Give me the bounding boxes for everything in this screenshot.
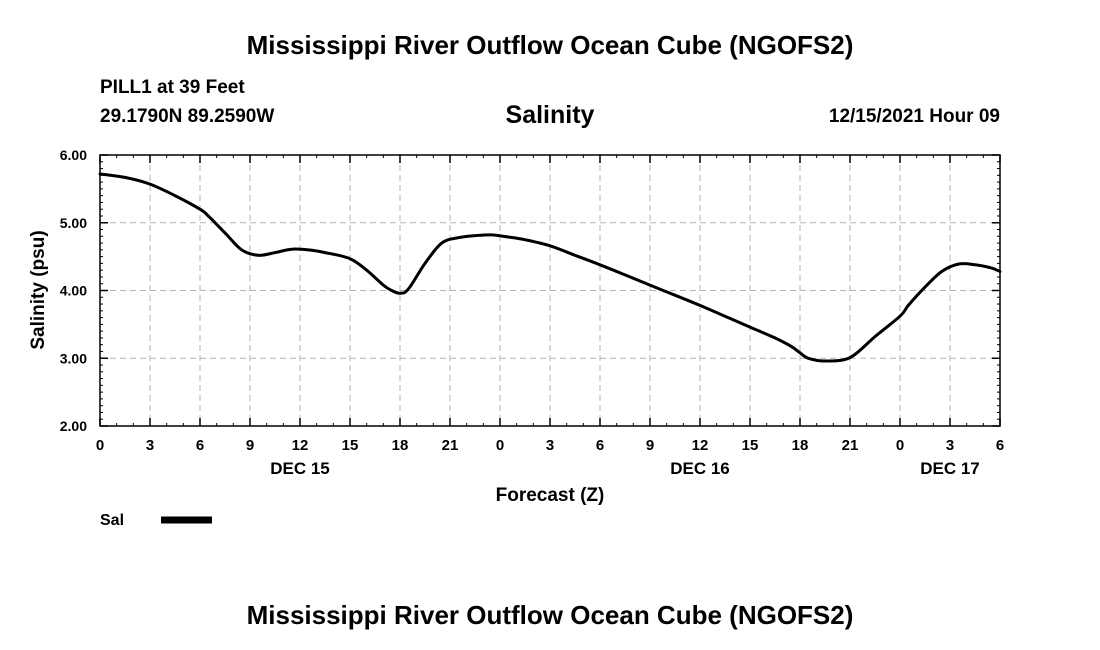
x-tick-label: 0 [496, 437, 504, 454]
variable-title: Salinity [505, 101, 595, 129]
date-labels: DEC 15 DEC 16 DEC 17 [270, 459, 980, 478]
station-label: PILL1 at 39 Feet [100, 77, 245, 98]
y-tick-labels: 2.00 3.00 4.00 5.00 6.00 [60, 147, 87, 434]
date-label: DEC 17 [920, 459, 980, 478]
x-tick-label: 3 [146, 437, 154, 454]
x-tick-label: 12 [292, 437, 309, 454]
forecast-datetime: 12/15/2021 Hour 09 [828, 106, 1000, 127]
x-tick-label: 0 [96, 437, 104, 454]
x-tick-label: 0 [896, 437, 904, 454]
station-coordinates: 29.1790N 89.2590W [100, 106, 275, 127]
x-tick-labels: 0 3 6 9 12 15 18 21 0 3 6 9 12 15 18 21 0 3 6 [96, 437, 1004, 454]
footer-title: Mississippi River Outflow Ocean Cube (NG… [246, 600, 854, 630]
y-tick-label: 6.00 [60, 147, 87, 163]
salinity-series-line [98, 172, 1002, 363]
x-tick-label: 3 [946, 437, 954, 454]
y-tick-label: 3.00 [60, 350, 87, 366]
x-tick-label: 3 [546, 437, 554, 454]
legend-label: Sal [100, 512, 124, 529]
x-tick-label: 9 [246, 437, 254, 454]
y-tick-label: 2.00 [60, 418, 87, 434]
x-axis-title: Forecast (Z) [496, 485, 605, 506]
date-label: DEC 15 [270, 459, 330, 478]
x-tick-label: 12 [692, 437, 709, 454]
plot-frame [99, 154, 1001, 427]
x-tick-label: 9 [646, 437, 654, 454]
date-label: DEC 16 [670, 459, 730, 478]
x-tick-label: 6 [996, 437, 1004, 454]
x-tick-label: 6 [196, 437, 204, 454]
x-tick-label: 6 [596, 437, 604, 454]
x-tick-label: 21 [842, 437, 859, 454]
x-tick-label: 18 [392, 437, 409, 454]
y-axis-title: Salinity (psu) [28, 230, 49, 349]
y-tick-label: 4.00 [60, 283, 87, 299]
grid-lines [100, 155, 1000, 426]
x-tick-label: 21 [442, 437, 459, 454]
x-tick-label: 18 [792, 437, 809, 454]
x-tick-label: 15 [342, 437, 359, 454]
chart-title: Mississippi River Outflow Ocean Cube (NG… [246, 30, 854, 60]
y-tick-label: 5.00 [60, 215, 87, 231]
x-tick-label: 15 [742, 437, 759, 454]
